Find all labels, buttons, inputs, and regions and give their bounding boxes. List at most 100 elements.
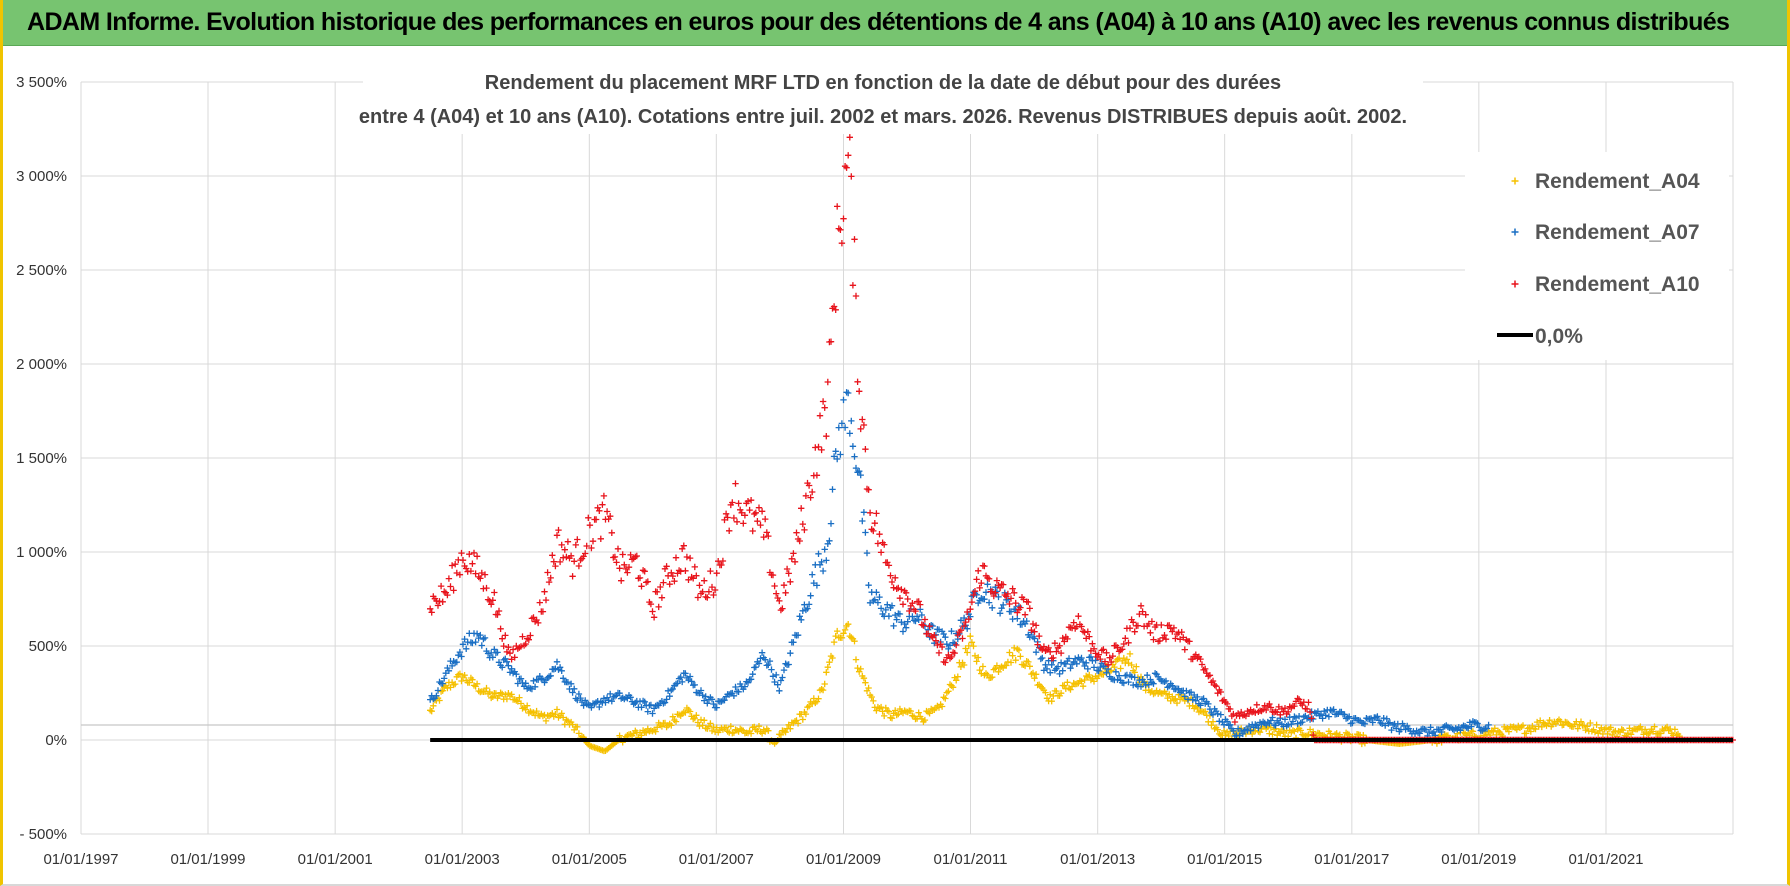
point-rendement-a07 (913, 613, 921, 620)
point-rendement-a07 (1114, 676, 1121, 683)
point-rendement-a10 (845, 152, 852, 159)
legend-label-a04: Rendement_A04 (1535, 170, 1700, 193)
point-rendement-a07 (804, 605, 811, 612)
point-rendement-a07 (885, 613, 893, 620)
point-rendement-a04 (1657, 730, 1664, 737)
point-rendement-a10 (757, 521, 764, 529)
point-rendement-a10 (1158, 621, 1165, 629)
point-rendement-a10 (1266, 700, 1273, 708)
point-rendement-a07 (874, 599, 882, 606)
point-rendement-a07 (699, 692, 706, 699)
point-rendement-a10 (527, 632, 534, 639)
point-rendement-a04 (885, 708, 893, 715)
point-rendement-a07 (456, 648, 464, 656)
point-rendement-a04 (1220, 727, 1228, 735)
point-rendement-a10 (427, 605, 434, 612)
point-rendement-a10 (802, 492, 810, 499)
point-rendement-a07 (1485, 721, 1492, 729)
point-rendement-a10 (1009, 585, 1016, 592)
point-rendement-a07 (829, 486, 836, 493)
chart-svg: - 500% 0% 500% 1 000% 1 500% 2 000% 2 500% 3 00… (16, 72, 1736, 868)
point-rendement-a07 (892, 611, 899, 619)
point-rendement-a10 (765, 532, 772, 540)
point-rendement-a07 (664, 687, 672, 694)
point-rendement-a10 (547, 574, 554, 582)
point-rendement-a04 (1173, 699, 1181, 707)
point-rendement-a10 (1285, 708, 1292, 716)
point-rendement-a07 (1220, 721, 1228, 728)
point-rendement-a07 (857, 471, 864, 479)
point-rendement-a10 (470, 549, 478, 557)
point-rendement-a10 (1130, 619, 1137, 626)
point-rendement-a07 (1067, 665, 1074, 672)
point-rendement-a07 (774, 681, 781, 688)
point-rendement-a04 (821, 680, 828, 688)
point-rendement-a10 (1206, 672, 1214, 679)
point-rendement-a10 (658, 594, 666, 601)
point-rendement-a10 (519, 633, 526, 640)
point-rendement-a10 (1101, 658, 1109, 665)
point-rendement-a10 (1263, 706, 1270, 714)
point-rendement-a04 (1584, 723, 1591, 730)
point-rendement-a04 (707, 720, 714, 727)
point-rendement-a10 (448, 562, 456, 569)
point-rendement-a07 (588, 704, 595, 711)
point-rendement-a04 (502, 691, 509, 698)
point-rendement-a10 (942, 659, 949, 666)
point-rendement-a10 (477, 575, 484, 582)
point-rendement-a04 (1266, 730, 1273, 737)
point-rendement-a04 (564, 717, 572, 725)
point-rendement-a10 (1051, 640, 1059, 647)
point-rendement-a07 (1205, 700, 1212, 708)
point-rendement-a07 (713, 704, 720, 711)
point-rendement-a04 (777, 731, 785, 738)
point-rendement-a10 (758, 508, 766, 515)
point-rendement-a10 (1131, 628, 1138, 635)
point-rendement-a10 (1100, 646, 1107, 653)
point-rendement-a07 (1151, 670, 1159, 677)
point-rendement-a07 (448, 662, 456, 670)
point-rendement-a04 (452, 680, 459, 688)
point-rendement-a04 (881, 712, 888, 720)
point-rendement-a07 (649, 710, 656, 717)
point-rendement-a07 (799, 607, 806, 614)
point-rendement-a10 (1104, 661, 1112, 668)
point-rendement-a10 (1059, 634, 1066, 642)
point-rendement-a10 (691, 563, 698, 571)
point-rendement-a10 (650, 614, 658, 621)
point-rendement-a10 (641, 568, 648, 575)
point-rendement-a07 (776, 687, 783, 694)
point-rendement-a07 (1319, 715, 1326, 722)
point-rendement-a07 (890, 622, 897, 630)
point-rendement-a07 (1125, 678, 1132, 686)
point-rendement-a10 (1156, 637, 1163, 645)
point-rendement-a04 (499, 690, 506, 698)
point-rendement-a10 (571, 558, 578, 565)
point-rendement-a07 (896, 610, 904, 618)
point-rendement-a07 (1078, 654, 1085, 662)
point-rendement-a10 (749, 527, 756, 535)
point-rendement-a04 (503, 695, 511, 703)
x-tick-label: 01/01/2003 (425, 851, 500, 868)
point-rendement-a07 (439, 680, 446, 687)
point-rendement-a07 (946, 642, 954, 649)
point-rendement-a04 (1111, 663, 1118, 671)
point-rendement-a07 (981, 596, 988, 603)
point-rendement-a10 (959, 635, 966, 642)
point-rendement-a10 (586, 522, 594, 529)
point-rendement-a04 (1006, 649, 1013, 656)
point-rendement-a10 (1047, 648, 1054, 655)
point-rendement-a07 (679, 678, 686, 686)
point-rendement-a07 (1230, 727, 1237, 734)
point-rendement-a07 (1361, 720, 1369, 728)
point-rendement-a07 (608, 698, 615, 705)
point-rendement-a04 (1582, 726, 1589, 734)
point-rendement-a07 (863, 549, 871, 557)
point-rendement-a04 (1637, 723, 1644, 730)
point-rendement-a07 (1402, 726, 1409, 733)
point-rendement-a04 (1042, 689, 1049, 696)
point-rendement-a04 (1580, 722, 1588, 729)
point-rendement-a04 (1607, 724, 1614, 731)
point-rendement-a07 (1192, 697, 1199, 704)
point-rendement-a07 (682, 670, 689, 677)
